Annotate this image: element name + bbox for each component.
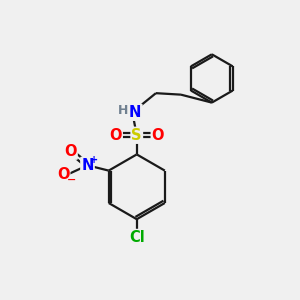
Text: O: O: [64, 144, 77, 159]
Text: O: O: [109, 128, 122, 143]
Text: H: H: [118, 104, 128, 117]
Text: −: −: [67, 174, 76, 184]
Text: O: O: [57, 167, 69, 182]
Text: N: N: [81, 158, 94, 173]
Text: O: O: [152, 128, 164, 143]
Text: +: +: [90, 155, 98, 165]
Text: N: N: [129, 105, 142, 120]
Text: Cl: Cl: [129, 230, 145, 245]
Text: S: S: [131, 128, 142, 143]
